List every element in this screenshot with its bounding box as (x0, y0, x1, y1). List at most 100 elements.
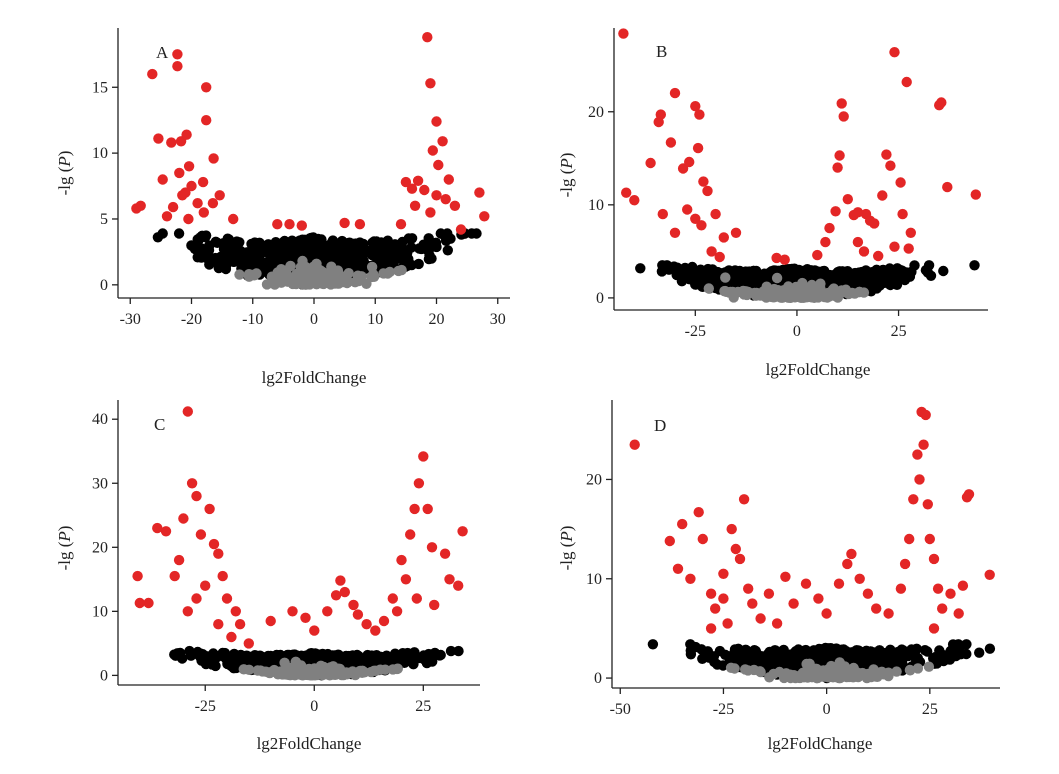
panel-c-significant-point-53 (169, 570, 180, 582)
panel-c-x-tick-label: 0 (310, 698, 318, 715)
panel-a-nonsignificant-point-121 (366, 261, 378, 273)
panel-d-y-axis-title: -lg (P) (557, 526, 576, 571)
panel-a-y-axis-title: -lg (P) (55, 151, 74, 196)
panel-d-significant-point-36 (912, 449, 923, 460)
panel-d-background-point-317 (984, 643, 996, 654)
panel-a-significant-point-19 (186, 180, 197, 192)
panel-a-background-point-566 (255, 249, 266, 260)
panel-b-nonsignificant-point-183 (771, 272, 783, 284)
panel-b-y-tick-label: 0 (596, 290, 604, 307)
panel-d-significant-point-3 (677, 518, 688, 530)
panel-b-significant-point-46 (897, 208, 908, 220)
panel-c-significant-point-7 (182, 406, 193, 417)
panel-c-significant-point-16 (230, 606, 241, 617)
panel-b-nonsignificant-point-205 (728, 292, 739, 303)
panel-c-significant-point-34 (361, 619, 372, 630)
panel-a-nonsignificant-point-200 (297, 273, 308, 285)
panel-c-significant-point-48 (457, 526, 468, 537)
panel-b-significant-point-39 (869, 218, 880, 229)
panel-c-significant-point-12 (208, 538, 220, 550)
panel-d-y-tick-label: 20 (586, 471, 602, 488)
panel-d-significant-point-41 (922, 499, 933, 510)
panel-b-background-point-565 (830, 268, 841, 280)
panel-d-significant-point-16 (718, 593, 729, 604)
panel-a-background-point-511 (231, 236, 242, 247)
panel-a-label: A (156, 43, 169, 62)
panel-a-y-tick-label: 0 (100, 277, 108, 294)
panel-a-significant-point-27 (284, 219, 295, 230)
panel-a-background-point-568 (355, 240, 366, 251)
panel-a-background-point-540 (445, 233, 456, 244)
panel-d-significant-point-22 (800, 578, 812, 589)
panel-b-background-point-452 (889, 265, 901, 277)
panel-d-significant-point-30 (871, 603, 882, 614)
panel-c-significant-point-42 (418, 451, 429, 462)
panel-d-nonsignificant-point-202 (831, 671, 842, 682)
panel-a-background-point-580 (368, 246, 379, 257)
panel-a-background-point-422 (392, 253, 404, 264)
panel-c-background-point-580 (369, 654, 381, 666)
panel-c-significant-point-4 (160, 526, 172, 537)
panel-b-significant-point-3 (645, 157, 656, 169)
panel-d-nonsignificant-point-201 (876, 667, 887, 678)
panel-c-background-point-569 (389, 648, 401, 659)
panel-a-significant-point-9 (181, 129, 192, 140)
panel-d-significant-point-21 (788, 598, 799, 609)
panel-c-significant-point-30 (335, 575, 346, 586)
panel-a-significant-point-51 (455, 224, 467, 235)
panel-b-significant-point-5 (655, 109, 666, 120)
panel-b-significant-point-49 (873, 250, 884, 262)
panel-a-background-point-581 (264, 243, 275, 254)
panel-a-background-point-264 (327, 235, 339, 246)
panel-a-significant-point-17 (167, 201, 179, 213)
panel-a-significant-point-16 (228, 213, 239, 225)
panel-c-significant-point-1 (134, 597, 145, 609)
panel-a-significant-point-21 (198, 207, 209, 218)
panel-a-background-point-544 (413, 258, 424, 270)
panel-b-significant-point-18 (690, 213, 701, 224)
panel-d-background-point-560 (782, 652, 793, 663)
panel-d-background-point-338 (922, 646, 933, 657)
panel-d-significant-point-32 (895, 583, 907, 594)
panel-a-significant-point-14 (208, 153, 219, 164)
panel-a-significant-point-28 (296, 220, 307, 231)
panel-b-significant-point-16 (718, 232, 729, 243)
panel-d-significant-point-9 (726, 523, 737, 535)
panel-d-significant-point-43 (928, 553, 940, 565)
panel-a-background-point-553 (340, 240, 351, 251)
panel-b-background-point-558 (731, 269, 743, 280)
panel-c-significant-point-11 (204, 503, 215, 515)
panel-a-x-axis-title: lg2FoldChange (262, 368, 367, 387)
panel-c-significant-point-23 (243, 638, 254, 649)
panel-d-significant-point-5 (693, 507, 704, 518)
panel-c-significant-point-25 (287, 606, 298, 617)
panel-b-significant-point-26 (779, 254, 790, 265)
panel-c-significant-point-49 (400, 574, 412, 585)
panel-a-significant-point-22 (174, 167, 185, 179)
panel-c-background-point-568 (218, 651, 229, 662)
panel-c-y-tick-label: 20 (92, 539, 108, 556)
panel-d-background-point-567 (906, 644, 917, 655)
panel-c-significant-point-40 (409, 503, 420, 515)
panel-b-background-point-432 (657, 260, 668, 271)
panel-a-x-tick-label: -20 (181, 311, 202, 328)
panel-c-y-tick-label: 0 (100, 667, 108, 684)
panel-c-significant-point-14 (217, 570, 228, 582)
panel-a-significant-point-35 (437, 136, 448, 147)
panel-c: -25 0 25 0 10 20 30 40 C lg2FoldChange -lg (P) (55, 400, 480, 753)
panel-b-significant-point-44 (895, 177, 906, 188)
panel-c-significant-point-24 (265, 615, 276, 627)
panel-a-background-point-560 (236, 256, 248, 267)
panel-b-background-point-437 (695, 264, 706, 275)
panel-c-significant-point-38 (396, 554, 407, 566)
panel-d-significant-point-29 (862, 588, 874, 599)
panel-d-significant-point-33 (899, 558, 911, 570)
panel-c-nonsignificant-point-188 (337, 669, 348, 680)
panel-d-background-point-459 (880, 647, 891, 659)
panel-a-nonsignificant-point-187 (330, 273, 341, 284)
panel-d-background-point-552 (950, 647, 961, 658)
panel-d-nonsignificant-point-179 (801, 658, 812, 670)
panel-a-background-point-278 (471, 228, 482, 239)
panel-c-significant-point-33 (352, 609, 364, 620)
panel-d-significant-point-47 (953, 608, 964, 619)
